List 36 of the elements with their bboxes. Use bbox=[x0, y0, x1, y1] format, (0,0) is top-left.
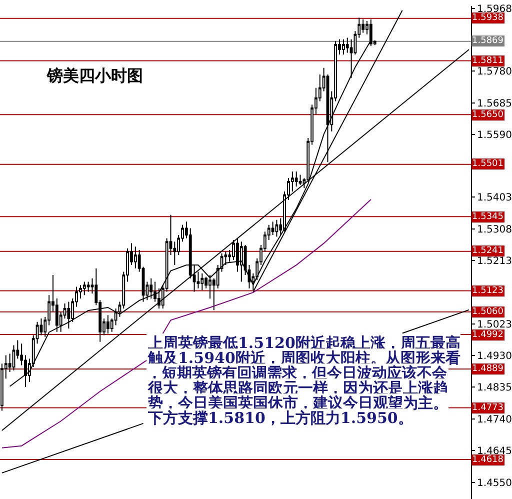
y-tick-label: 1.4835 bbox=[477, 382, 512, 394]
ref-line-label: 1.5241 bbox=[472, 246, 504, 256]
y-tick-label: 1.5308 bbox=[477, 224, 512, 236]
y-tick-label: 1.4550 bbox=[477, 478, 512, 489]
ref-line-label: 1.4773 bbox=[472, 403, 504, 413]
candlestick bbox=[82, 281, 86, 296]
ref-line-label: 1.4889 bbox=[472, 364, 504, 374]
candlestick bbox=[134, 246, 137, 269]
candlestick bbox=[67, 301, 70, 330]
y-tick-label: 1.5213 bbox=[477, 256, 512, 268]
ref-line-label: 1.4992 bbox=[472, 330, 504, 340]
ref-line-label: 1.5811 bbox=[472, 56, 504, 66]
text: 镑美四小时图 bbox=[46, 66, 143, 85]
ref-line-label: 1.5938 bbox=[472, 13, 504, 23]
y-tick-label: 1.5023 bbox=[477, 320, 512, 331]
ref-line-label: 1.5345 bbox=[472, 212, 504, 222]
candlestick bbox=[298, 174, 302, 186]
candlestick bbox=[150, 278, 153, 299]
y-tick-label: 1.5403 bbox=[477, 192, 512, 204]
ref-line-label: 1.4618 bbox=[472, 455, 504, 465]
ref-line-label: 1.5123 bbox=[472, 286, 504, 296]
candlestick bbox=[86, 281, 90, 292]
candlestick bbox=[200, 272, 204, 291]
y-tick-label: 1.4930 bbox=[477, 350, 512, 362]
candlestick bbox=[342, 38, 345, 55]
ref-line-label: 1.5501 bbox=[472, 159, 504, 169]
ref-line-label: 1.5060 bbox=[472, 307, 504, 317]
y-tick-label: 1.5780 bbox=[477, 66, 512, 78]
ref-line-label: 1.5650 bbox=[472, 110, 504, 120]
ref-line-label: 1.5869 bbox=[472, 36, 504, 46]
candlestick bbox=[240, 241, 243, 282]
candlestick bbox=[275, 219, 278, 238]
y-tick-label: 1.4740 bbox=[477, 414, 512, 426]
y-tick-label: 1.5685 bbox=[477, 98, 512, 110]
candlestick bbox=[106, 314, 110, 334]
y-tick-label: 1.5590 bbox=[477, 130, 512, 142]
